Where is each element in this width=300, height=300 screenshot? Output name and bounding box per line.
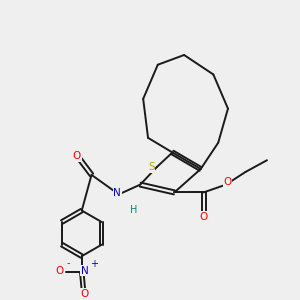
Text: O: O: [224, 177, 232, 187]
Text: O: O: [81, 289, 89, 298]
Text: O: O: [55, 266, 63, 276]
Text: N: N: [113, 188, 121, 198]
Text: O: O: [200, 212, 208, 222]
Text: +: +: [90, 259, 98, 269]
Text: S: S: [148, 162, 155, 172]
Text: N: N: [81, 266, 88, 276]
Text: H: H: [130, 206, 137, 215]
Text: -: -: [66, 259, 70, 269]
Text: O: O: [73, 151, 81, 161]
